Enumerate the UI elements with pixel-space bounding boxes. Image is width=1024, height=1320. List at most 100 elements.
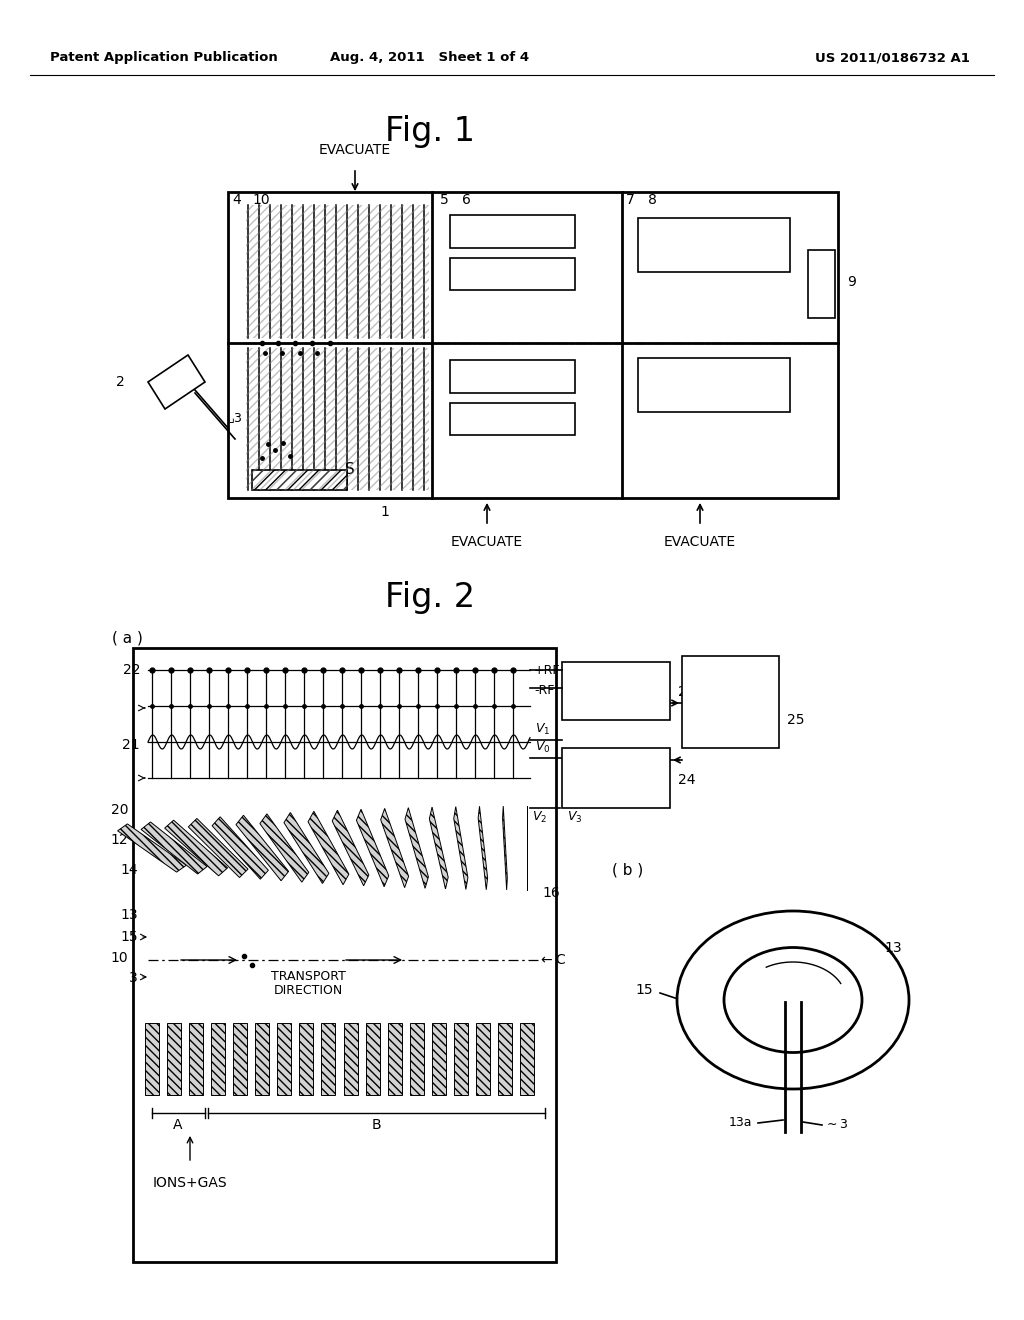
Text: 10: 10 [252, 193, 269, 207]
Bar [343, 1023, 357, 1096]
Bar [410, 1023, 424, 1096]
Text: $\sim$3: $\sim$3 [824, 1118, 848, 1130]
Text: DIRECTION: DIRECTION [273, 985, 343, 998]
Bar [167, 1023, 181, 1096]
Bar [808, 249, 835, 318]
Text: TRANSPORT: TRANSPORT [270, 970, 345, 983]
Bar [299, 1023, 313, 1096]
Text: EVACUATE: EVACUATE [664, 535, 736, 549]
Bar [278, 1023, 292, 1096]
Text: 16: 16 [542, 886, 560, 900]
Bar [233, 1023, 247, 1096]
Text: 5: 5 [439, 193, 449, 207]
Text: 9: 9 [847, 275, 856, 289]
Bar [454, 1023, 468, 1096]
Text: 14: 14 [121, 863, 138, 876]
Bar [476, 1023, 489, 1096]
Bar [450, 403, 575, 436]
Text: 21: 21 [123, 738, 140, 752]
Polygon shape [503, 807, 507, 890]
Text: DC POWER: DC POWER [582, 774, 650, 787]
Bar [682, 656, 779, 748]
Text: 12: 12 [111, 833, 128, 847]
Bar [252, 470, 347, 490]
Polygon shape [406, 808, 428, 888]
Text: -RF: -RF [534, 684, 554, 697]
Text: 8: 8 [647, 193, 656, 207]
Polygon shape [308, 812, 349, 884]
Text: 13a: 13a [728, 1115, 752, 1129]
Text: 13: 13 [121, 908, 138, 921]
Ellipse shape [677, 911, 909, 1089]
Polygon shape [284, 813, 329, 883]
Text: B: B [371, 1118, 381, 1133]
Text: 3: 3 [129, 972, 138, 985]
Bar [133, 648, 556, 1262]
Text: 1: 1 [381, 506, 389, 519]
Text: A: A [173, 1118, 182, 1133]
Text: $V_2$: $V_2$ [532, 810, 548, 825]
Text: SOURCE: SOURCE [590, 702, 642, 715]
Polygon shape [118, 824, 186, 873]
Text: 7: 7 [626, 193, 635, 207]
Bar [638, 218, 790, 272]
Text: LER: LER [718, 735, 741, 748]
Text: 25: 25 [787, 713, 805, 727]
Bar [322, 1023, 336, 1096]
Bar [366, 1023, 380, 1096]
Text: 15: 15 [635, 983, 653, 997]
Bar [520, 1023, 534, 1096]
Text: IONS+GAS: IONS+GAS [153, 1176, 227, 1191]
Text: $\lrcorner$3: $\lrcorner$3 [228, 411, 243, 425]
Text: Fig. 2: Fig. 2 [385, 582, 475, 615]
Polygon shape [236, 816, 289, 880]
Polygon shape [478, 807, 487, 890]
Bar [638, 358, 790, 412]
Bar [450, 257, 575, 290]
Bar [388, 1023, 401, 1096]
Polygon shape [188, 818, 248, 878]
Text: 10: 10 [111, 950, 128, 965]
Text: 13: 13 [884, 941, 901, 954]
Polygon shape [212, 817, 268, 879]
Text: Fig. 1: Fig. 1 [385, 116, 475, 149]
Text: 20: 20 [111, 803, 128, 817]
Text: Aug. 4, 2011   Sheet 1 of 4: Aug. 4, 2011 Sheet 1 of 4 [331, 51, 529, 65]
Text: 24: 24 [678, 774, 695, 787]
Text: 15: 15 [121, 931, 138, 944]
Bar [145, 1023, 159, 1096]
Text: 22: 22 [123, 663, 140, 677]
Polygon shape [356, 809, 389, 887]
Text: $V_0$: $V_0$ [536, 741, 551, 755]
Text: $\leftarrow$C: $\leftarrow$C [538, 953, 566, 968]
Bar [246, 348, 429, 490]
Polygon shape [141, 822, 207, 874]
Text: ( a ): ( a ) [112, 631, 143, 645]
Bar [211, 1023, 225, 1096]
Text: 2: 2 [116, 375, 124, 389]
Bar [228, 191, 838, 498]
Text: 4: 4 [232, 193, 242, 207]
Text: $V_1$: $V_1$ [536, 722, 551, 737]
Bar [450, 215, 575, 248]
Text: S: S [345, 462, 355, 478]
Text: US 2011/0186732 A1: US 2011/0186732 A1 [815, 51, 970, 65]
Text: SOURCE: SOURCE [590, 788, 642, 800]
Polygon shape [381, 808, 409, 887]
Text: 23: 23 [678, 685, 695, 700]
Bar [498, 1023, 512, 1096]
Text: EVACUATE: EVACUATE [318, 143, 391, 157]
Text: ( b ): ( b ) [612, 862, 643, 878]
Polygon shape [454, 807, 468, 890]
Text: $V_3$: $V_3$ [567, 810, 583, 825]
Polygon shape [332, 810, 369, 886]
Text: Patent Application Publication: Patent Application Publication [50, 51, 278, 65]
Text: 6: 6 [462, 193, 470, 207]
Bar [432, 1023, 445, 1096]
Polygon shape [148, 355, 205, 409]
Ellipse shape [724, 948, 862, 1052]
Bar [450, 360, 575, 393]
Bar [255, 1023, 269, 1096]
Bar [246, 205, 429, 338]
Polygon shape [260, 814, 309, 882]
